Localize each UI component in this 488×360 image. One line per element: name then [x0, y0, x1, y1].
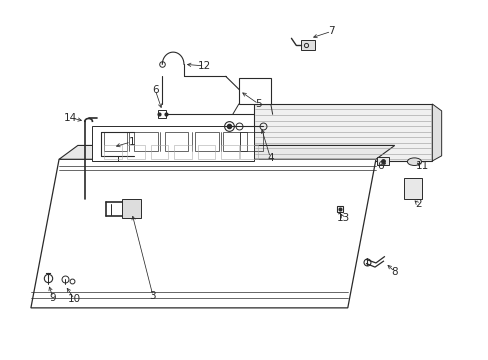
Text: 14: 14: [64, 113, 77, 123]
Text: 13: 13: [336, 213, 349, 223]
Bar: [103, 132, 127, 150]
Bar: [164, 132, 188, 150]
Bar: [223, 132, 246, 150]
Text: 10: 10: [68, 294, 81, 304]
Polygon shape: [31, 159, 375, 308]
Text: 2: 2: [414, 199, 421, 209]
Polygon shape: [122, 199, 141, 218]
Bar: [197, 145, 215, 159]
Bar: [195, 132, 218, 150]
Text: 11: 11: [414, 161, 427, 171]
Bar: [403, 178, 421, 199]
Ellipse shape: [407, 158, 421, 166]
Text: 6: 6: [377, 161, 383, 171]
Bar: [174, 145, 191, 159]
Text: 12: 12: [198, 61, 211, 71]
Polygon shape: [59, 145, 394, 159]
Bar: [239, 145, 257, 159]
Text: 9: 9: [50, 293, 56, 302]
Text: 1: 1: [128, 137, 135, 147]
Polygon shape: [431, 104, 441, 161]
Bar: [221, 145, 238, 159]
Text: 3: 3: [149, 291, 156, 301]
Bar: [239, 132, 263, 150]
Bar: [238, 78, 270, 104]
Bar: [103, 145, 121, 159]
Polygon shape: [92, 126, 253, 161]
Bar: [150, 145, 168, 159]
Text: 4: 4: [266, 153, 273, 162]
Bar: [127, 145, 144, 159]
Bar: [134, 132, 157, 150]
Text: 7: 7: [327, 26, 334, 36]
Polygon shape: [300, 40, 314, 50]
Text: 5: 5: [255, 99, 262, 109]
Polygon shape: [377, 157, 388, 165]
Text: 6: 6: [152, 85, 158, 95]
Polygon shape: [253, 104, 431, 161]
Text: 8: 8: [390, 267, 397, 276]
